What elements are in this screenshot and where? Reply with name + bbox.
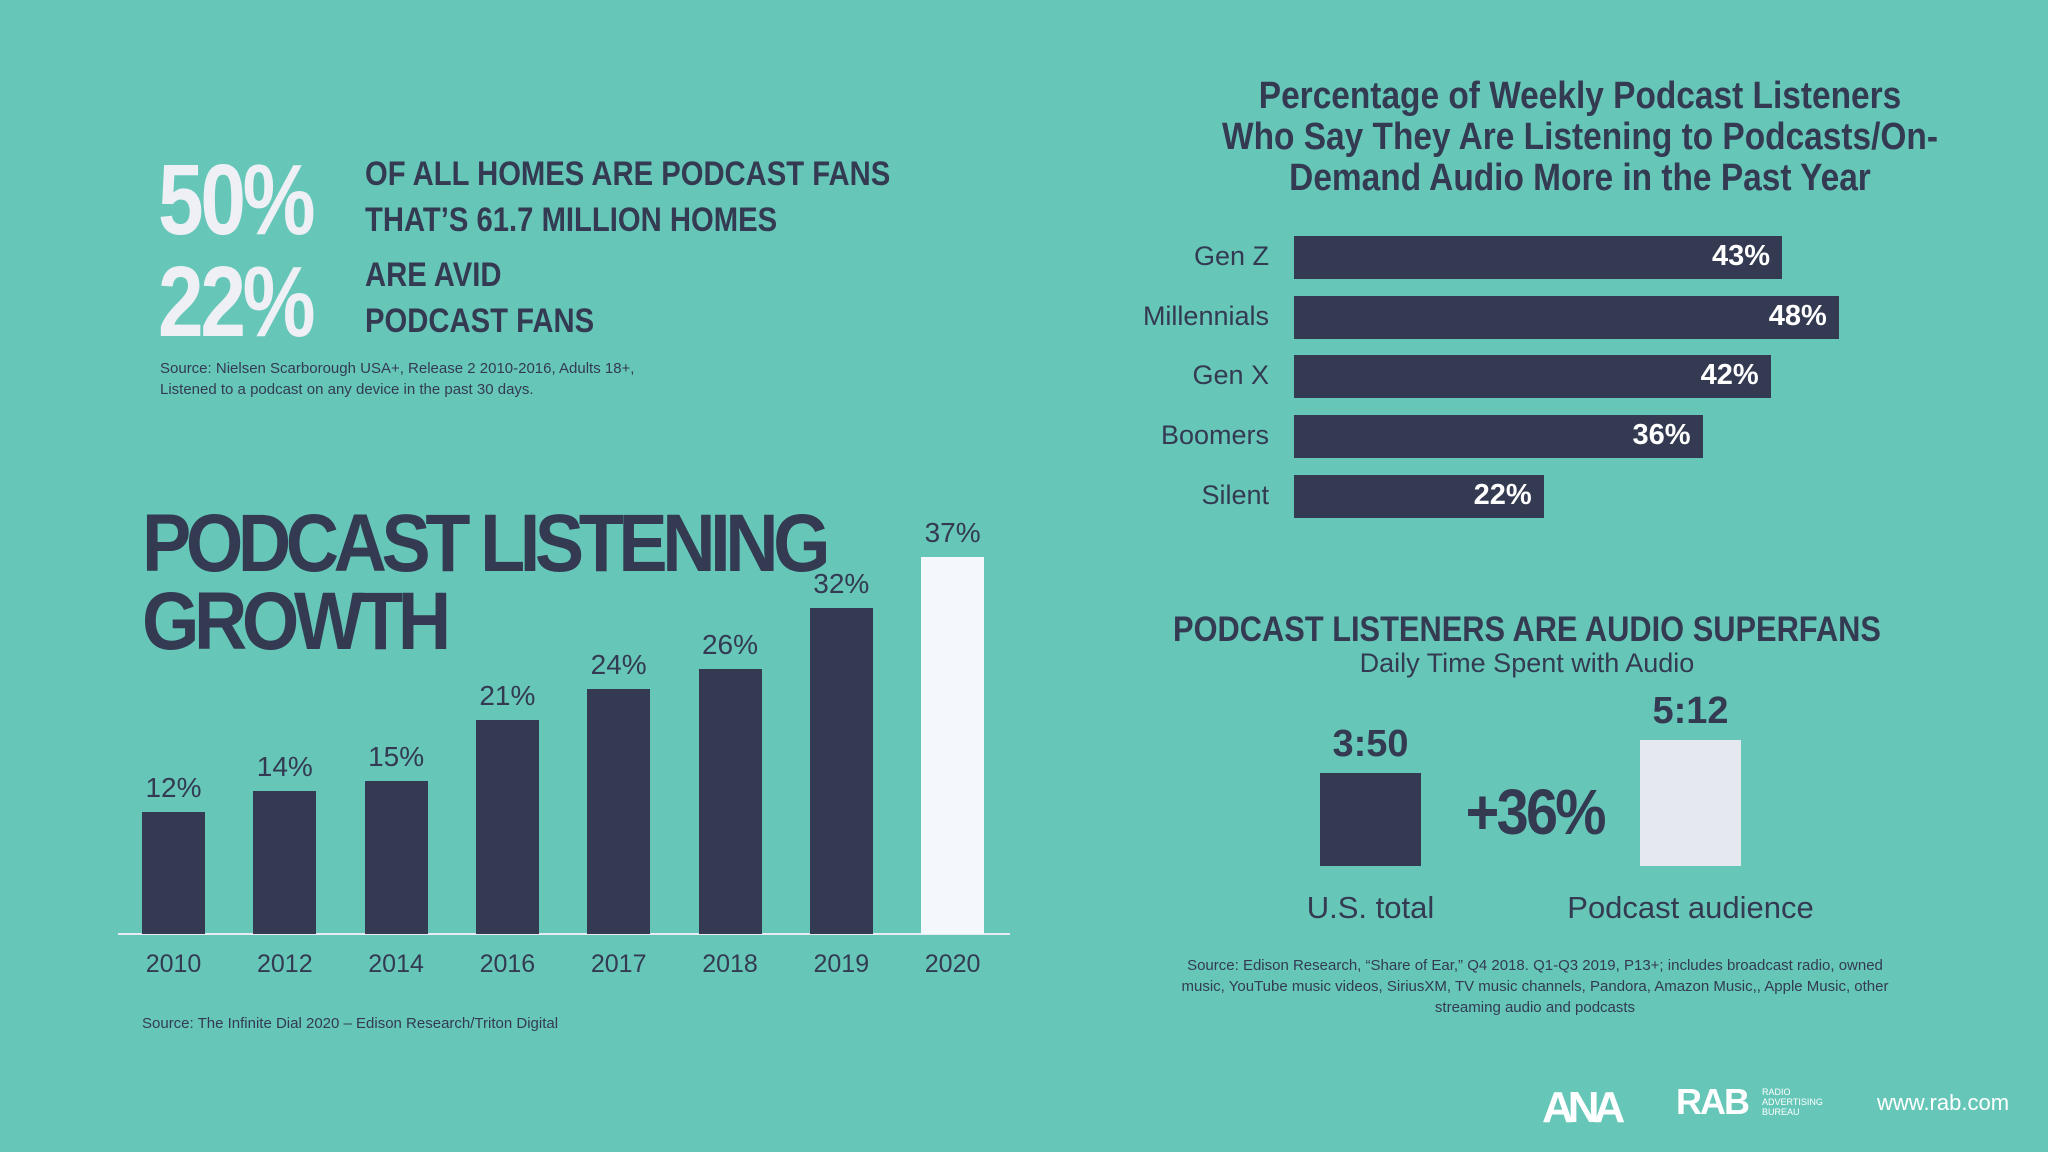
superfans-diff-label: +36% bbox=[1465, 776, 1607, 848]
stat-homes-percent: 50% bbox=[158, 144, 316, 256]
superfans-category-podcast-audience: Podcast audience bbox=[1567, 890, 1814, 925]
growth-year-label-2012: 2012 bbox=[256, 950, 313, 978]
weekly-category-boomers: Boomers bbox=[1160, 420, 1269, 451]
growth-year-label-2017: 2017 bbox=[590, 950, 647, 978]
superfans-value-label-podcast-audience: 5:12 bbox=[1652, 689, 1729, 732]
growth-value-label-2016: 21% bbox=[479, 679, 536, 711]
superfans-source-line2: music, YouTube music videos, SiriusXM, T… bbox=[1181, 978, 1889, 995]
growth-bar-2012 bbox=[253, 791, 317, 934]
growth-baseline bbox=[118, 933, 1010, 935]
growth-value-label-2017: 24% bbox=[590, 649, 647, 681]
weekly-bar-silent bbox=[1294, 474, 1544, 518]
stat-avid-line1: ARE AVID bbox=[365, 256, 502, 294]
growth-year-label-2016: 2016 bbox=[479, 950, 536, 978]
weekly-bar-boomers bbox=[1294, 415, 1703, 459]
growth-value-label-2018: 26% bbox=[701, 628, 759, 660]
weekly-bar-gen-z bbox=[1294, 236, 1783, 279]
rab-logo-sub3: BUREAU bbox=[1762, 1107, 1800, 1117]
superfans-value-label-u-s-total: 3:50 bbox=[1332, 722, 1409, 765]
weekly-value-label-gen-x: 42% bbox=[1700, 359, 1759, 392]
growth-bar-2020 bbox=[921, 556, 985, 934]
growth-value-label-2014: 15% bbox=[368, 741, 425, 772]
superfans-subtitle: Daily Time Spent with Audio bbox=[1359, 648, 1695, 678]
stat-homes-line1: OF ALL HOMES ARE PODCAST FANS bbox=[365, 155, 891, 193]
weekly-title-line2: Who Say They Are Listening to Podcasts/O… bbox=[1222, 116, 1938, 158]
growth-bar-2018 bbox=[698, 668, 762, 934]
stat-homes-line2: THAT’S 61.7 MILLION HOMES bbox=[365, 201, 778, 239]
growth-source: Source: The Infinite Dial 2020 – Edison … bbox=[142, 1015, 559, 1032]
growth-year-label-2018: 2018 bbox=[702, 950, 758, 978]
weekly-category-millennials: Millennials bbox=[1142, 300, 1269, 331]
weekly-title-line1: Percentage of Weekly Podcast Listeners bbox=[1258, 75, 1902, 117]
growth-value-label-2012: 14% bbox=[256, 751, 313, 783]
superfans-bar-podcast-audience bbox=[1640, 739, 1741, 866]
stat-avid-line2: PODCAST FANS bbox=[365, 302, 595, 340]
weekly-category-gen-x: Gen X bbox=[1192, 360, 1269, 391]
ana-logo-text: ANA bbox=[1542, 1083, 1625, 1128]
stats-source-line2: Listened to a podcast on any device in t… bbox=[160, 381, 534, 398]
growth-bar-2014 bbox=[364, 781, 428, 934]
weekly-category-silent: Silent bbox=[1201, 479, 1269, 510]
rab-logo-sub2: ADVERTISING bbox=[1762, 1097, 1823, 1107]
ana-logo: ANA bbox=[1540, 1078, 1631, 1132]
growth-value-label-2019: 32% bbox=[813, 567, 870, 599]
stats-source-line1: Source: Nielsen Scarborough USA+, Releas… bbox=[160, 360, 635, 377]
superfans-category-u-s-total: U.S. total bbox=[1306, 890, 1435, 925]
weekly-bar-millennials bbox=[1294, 295, 1839, 339]
footer-url-link[interactable]: www.rab.com bbox=[1877, 1090, 2010, 1115]
weekly-bar-gen-x bbox=[1294, 355, 1771, 399]
superfans-source-line1: Source: Edison Research, “Share of Ear,”… bbox=[1187, 957, 1883, 974]
superfans-title: PODCAST LISTENERS ARE AUDIO SUPERFANS bbox=[1173, 610, 1881, 649]
growth-value-label-2010: 12% bbox=[145, 771, 202, 803]
weekly-value-label-gen-z: 43% bbox=[1712, 240, 1771, 272]
weekly-value-label-silent: 22% bbox=[1473, 478, 1532, 511]
growth-bar-2017 bbox=[587, 689, 651, 934]
stat-avid-percent: 22% bbox=[158, 246, 316, 358]
growth-title-line1: PODCAST LISTENING bbox=[142, 498, 831, 589]
weekly-category-gen-z: Gen Z bbox=[1193, 241, 1269, 271]
growth-year-label-2014: 2014 bbox=[368, 950, 424, 978]
rab-logo: RAB RADIO ADVERTISING BUREAU bbox=[1676, 1082, 1836, 1122]
rab-logo-sub1: RADIO bbox=[1762, 1087, 1791, 1097]
superfans-bar-u-s-total bbox=[1320, 772, 1421, 866]
weekly-title-line3: Demand Audio More in the Past Year bbox=[1289, 157, 1871, 199]
superfans-source-line3: streaming audio and podcasts bbox=[1434, 999, 1636, 1016]
growth-year-label-2019: 2019 bbox=[813, 950, 870, 978]
growth-year-label-2020: 2020 bbox=[924, 950, 981, 978]
growth-value-label-2020: 37% bbox=[924, 516, 981, 548]
rab-logo-text: RAB bbox=[1676, 1081, 1750, 1122]
weekly-value-label-boomers: 36% bbox=[1632, 419, 1691, 452]
growth-title-line2: GROWTH bbox=[142, 576, 451, 667]
growth-bar-2019 bbox=[809, 607, 873, 934]
weekly-value-label-millennials: 48% bbox=[1768, 299, 1827, 332]
growth-bar-2010 bbox=[142, 811, 205, 934]
growth-year-label-2010: 2010 bbox=[145, 950, 202, 978]
growth-bar-2016 bbox=[475, 719, 539, 934]
